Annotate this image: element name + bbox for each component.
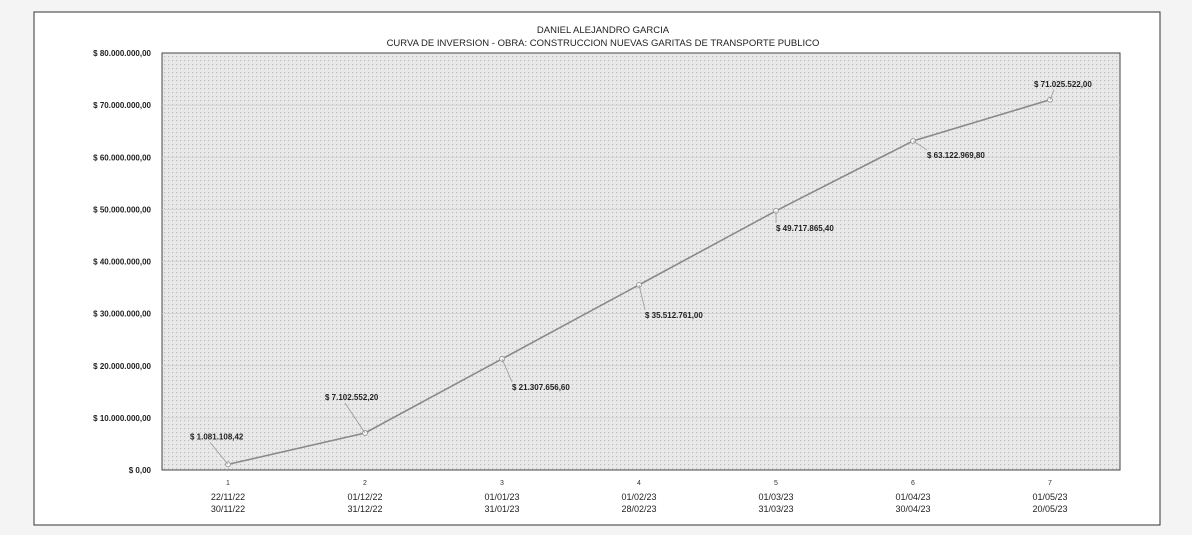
y-tick-label: $ 80.000.000,00: [93, 49, 151, 58]
y-axis: $ 80.000.000,00 $ 70.000.000,00 $ 60.000.0…: [93, 49, 1120, 475]
data-label: $ 1.081.108,42: [190, 432, 244, 441]
data-label: $ 63.122.969,80: [927, 151, 985, 160]
x-tick-number: 4: [637, 480, 641, 487]
x-tick-from-date: 01/02/23: [621, 492, 656, 502]
data-label: $ 21.307.656,60: [512, 383, 570, 392]
data-label-leader: [344, 402, 366, 434]
x-tick-to-date: 31/03/23: [758, 504, 793, 514]
data-label: $ 35.512.761,00: [645, 311, 703, 320]
x-tick-from-date: 01/04/23: [895, 492, 930, 502]
x-tick-to-date: 31/12/22: [347, 504, 382, 514]
x-tick-number: 7: [1048, 480, 1052, 487]
chart-subtitle: CURVA DE INVERSION - OBRA: CONSTRUCCION …: [387, 38, 820, 49]
x-tick-from-date: 01/05/23: [1032, 492, 1067, 502]
data-label-leader: [638, 284, 646, 310]
data-label-leader: [912, 140, 928, 151]
data-label-leader: [1049, 89, 1055, 100]
x-tick-number: 6: [911, 480, 915, 487]
data-label-leader: [501, 358, 513, 383]
x-tick-from-date: 01/12/22: [347, 492, 382, 502]
x-tick-number: 5: [774, 480, 778, 487]
x-tick-to-date: 31/01/23: [484, 504, 519, 514]
y-tick-label: $ 70.000.000,00: [93, 101, 151, 110]
y-tick-label: $ 10.000.000,00: [93, 414, 151, 423]
x-tick-to-date: 28/02/23: [621, 504, 656, 514]
x-tick-number: 2: [363, 480, 367, 487]
chart-title: DANIEL ALEJANDRO GARCIA: [537, 25, 670, 36]
y-tick-label: $ 40.000.000,00: [93, 258, 151, 267]
y-tick-label: $ 20.000.000,00: [93, 362, 151, 371]
data-label-leader: [209, 442, 229, 465]
x-tick-from-date: 01/01/23: [484, 492, 519, 502]
x-tick-to-date: 20/05/23: [1032, 504, 1067, 514]
x-tick-number: 1: [226, 480, 230, 487]
data-labels: $ 1.081.108,42 $ 7.102.552,20 $ 21.307.656…: [190, 80, 1092, 465]
x-tick-number: 3: [500, 480, 504, 487]
y-tick-label: $ 30.000.000,00: [93, 310, 151, 319]
y-tick-label: $ 0,00: [129, 466, 152, 475]
data-label: $ 49.717.865,40: [776, 224, 834, 233]
data-label: $ 7.102.552,20: [325, 393, 379, 402]
y-tick-label: $ 50.000.000,00: [93, 205, 151, 214]
x-tick-from-date: 01/03/23: [758, 492, 793, 502]
x-tick-to-date: 30/04/23: [895, 504, 930, 514]
x-tick-from-date: 22/11/22: [211, 492, 245, 502]
x-axis: 1 22/11/22 30/11/22 2 01/12/22 31/12/22 3 01/01…: [211, 480, 1068, 514]
x-tick-to-date: 30/11/22: [211, 504, 245, 514]
data-label: $ 71.025.522,00: [1034, 80, 1092, 89]
y-tick-label: $ 60.000.000,00: [93, 153, 151, 162]
